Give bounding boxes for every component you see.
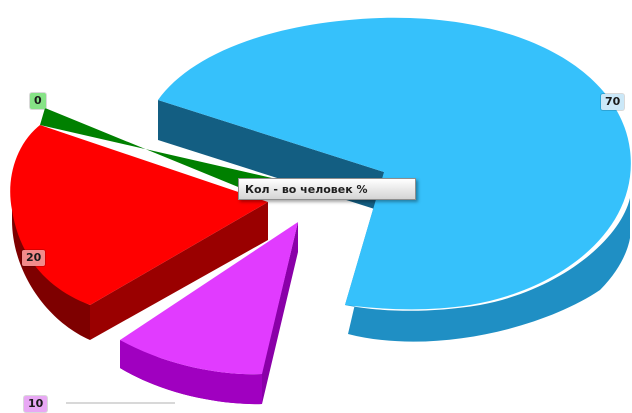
chart-title-tooltip: Кол - во человек % — [238, 178, 416, 200]
slice-20-side — [12, 175, 90, 340]
data-label-10: 10 — [24, 396, 48, 412]
slice-0[interactable] — [40, 108, 272, 200]
slice-20-top — [10, 125, 269, 305]
slice-70-top — [158, 17, 631, 310]
slice-20-front — [90, 202, 268, 340]
slice-10-top — [120, 222, 298, 375]
slice-0-top — [40, 108, 272, 200]
data-label-0: 0 — [30, 93, 46, 109]
slice-10-bottom — [120, 340, 262, 405]
slice-20[interactable] — [10, 125, 269, 340]
slice-10[interactable] — [120, 222, 298, 405]
data-label-20: 20 — [22, 250, 46, 266]
data-label-70: 70 — [601, 94, 625, 110]
slice-70-side — [345, 172, 630, 342]
